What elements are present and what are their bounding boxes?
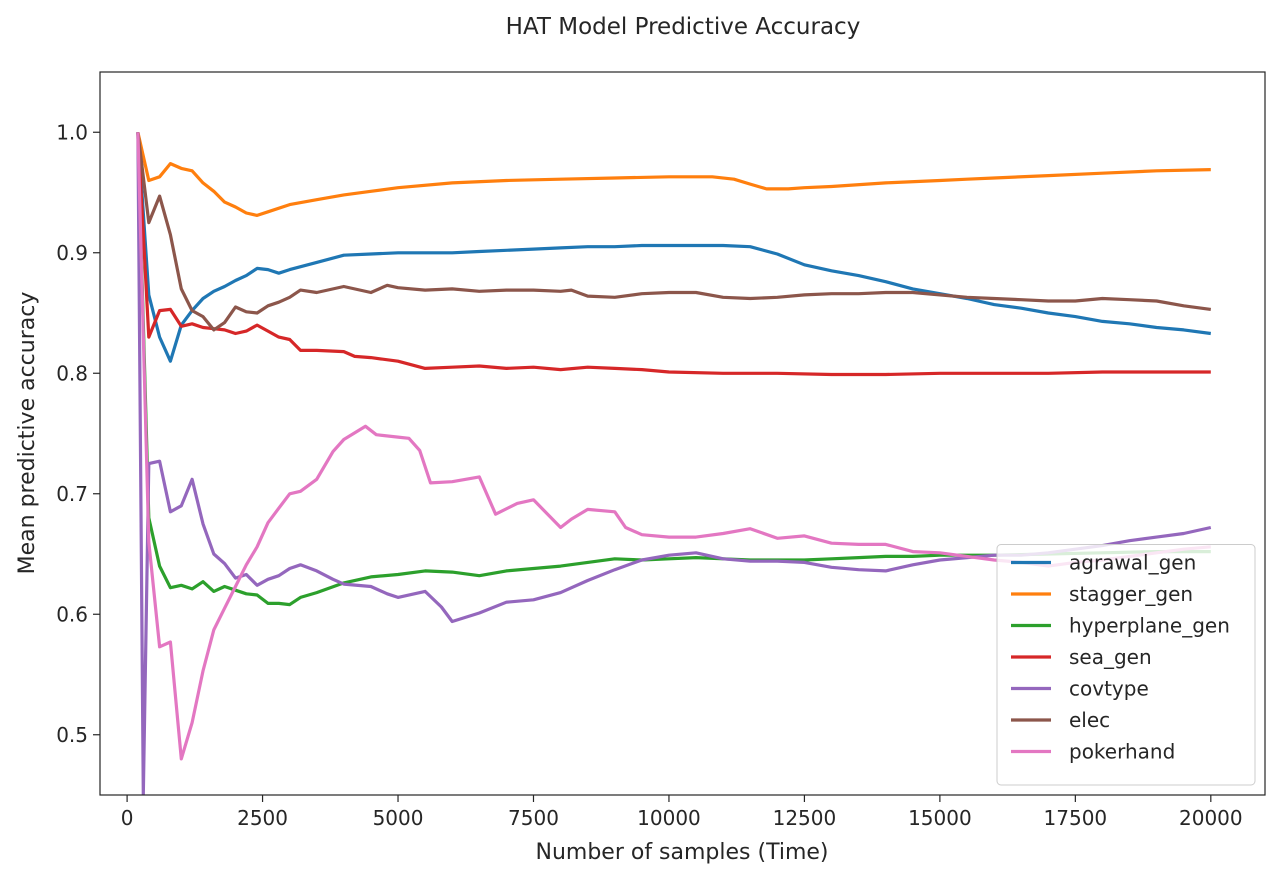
legend-label-pokerhand: pokerhand bbox=[1069, 740, 1175, 764]
y-axis: 0.5 0.6 0.7 0.8 0.9 1.0 bbox=[56, 120, 100, 747]
series-line-pokerhand bbox=[136, 132, 1211, 761]
series-line-agrawal_gen bbox=[136, 132, 1212, 363]
plot-area bbox=[99, 71, 1266, 796]
y-tick-label: 0.7 bbox=[56, 482, 88, 506]
y-tick-label: 0.6 bbox=[56, 602, 88, 626]
legend: agrawal_gen stagger_gen hyperplane_gen sea_… bbox=[996, 544, 1256, 786]
legend-label-hyperplane_gen: hyperplane_gen bbox=[1069, 614, 1230, 638]
y-tick-label: 0.8 bbox=[56, 361, 88, 385]
x-tick-label: 15000 bbox=[908, 806, 972, 830]
x-tick-label: 0 bbox=[121, 806, 134, 830]
y-tick-label: 1.0 bbox=[56, 120, 88, 144]
series-line-elec bbox=[136, 132, 1212, 332]
legend-label-stagger_gen: stagger_gen bbox=[1069, 582, 1193, 606]
series-line-stagger_gen bbox=[136, 131, 1211, 217]
legend-label-sea_gen: sea_gen bbox=[1069, 645, 1152, 669]
legend-label-covtype: covtype bbox=[1069, 677, 1149, 701]
y-tick-label: 0.9 bbox=[56, 241, 88, 265]
x-tick-label: 7500 bbox=[508, 806, 559, 830]
chart-title: HAT Model Predictive Accuracy bbox=[506, 14, 861, 40]
legend-label-elec: elec bbox=[1069, 708, 1110, 732]
x-tick-label: 5000 bbox=[373, 806, 424, 830]
x-tick-label: 12500 bbox=[773, 806, 837, 830]
x-tick-label: 17500 bbox=[1044, 806, 1108, 830]
series-group bbox=[136, 131, 1212, 795]
x-axis: 0 2500 5000 7500 10000 12500 15000 17500 20000 bbox=[121, 795, 1243, 830]
series-line-hyperplane_gen bbox=[136, 132, 1211, 607]
x-tick-label: 20000 bbox=[1179, 806, 1243, 830]
legend-box bbox=[996, 544, 1256, 786]
x-tick-label: 10000 bbox=[637, 806, 701, 830]
x-axis-label: Number of samples (Time) bbox=[535, 840, 828, 865]
y-tick-label: 0.5 bbox=[56, 723, 88, 747]
series-line-sea_gen bbox=[136, 132, 1211, 377]
y-axis-label: Mean predictive accuracy bbox=[15, 292, 40, 575]
legend-label-agrawal_gen: agrawal_gen bbox=[1069, 551, 1196, 575]
x-tick-label: 2500 bbox=[237, 806, 288, 830]
plot-frame bbox=[99, 71, 1266, 796]
